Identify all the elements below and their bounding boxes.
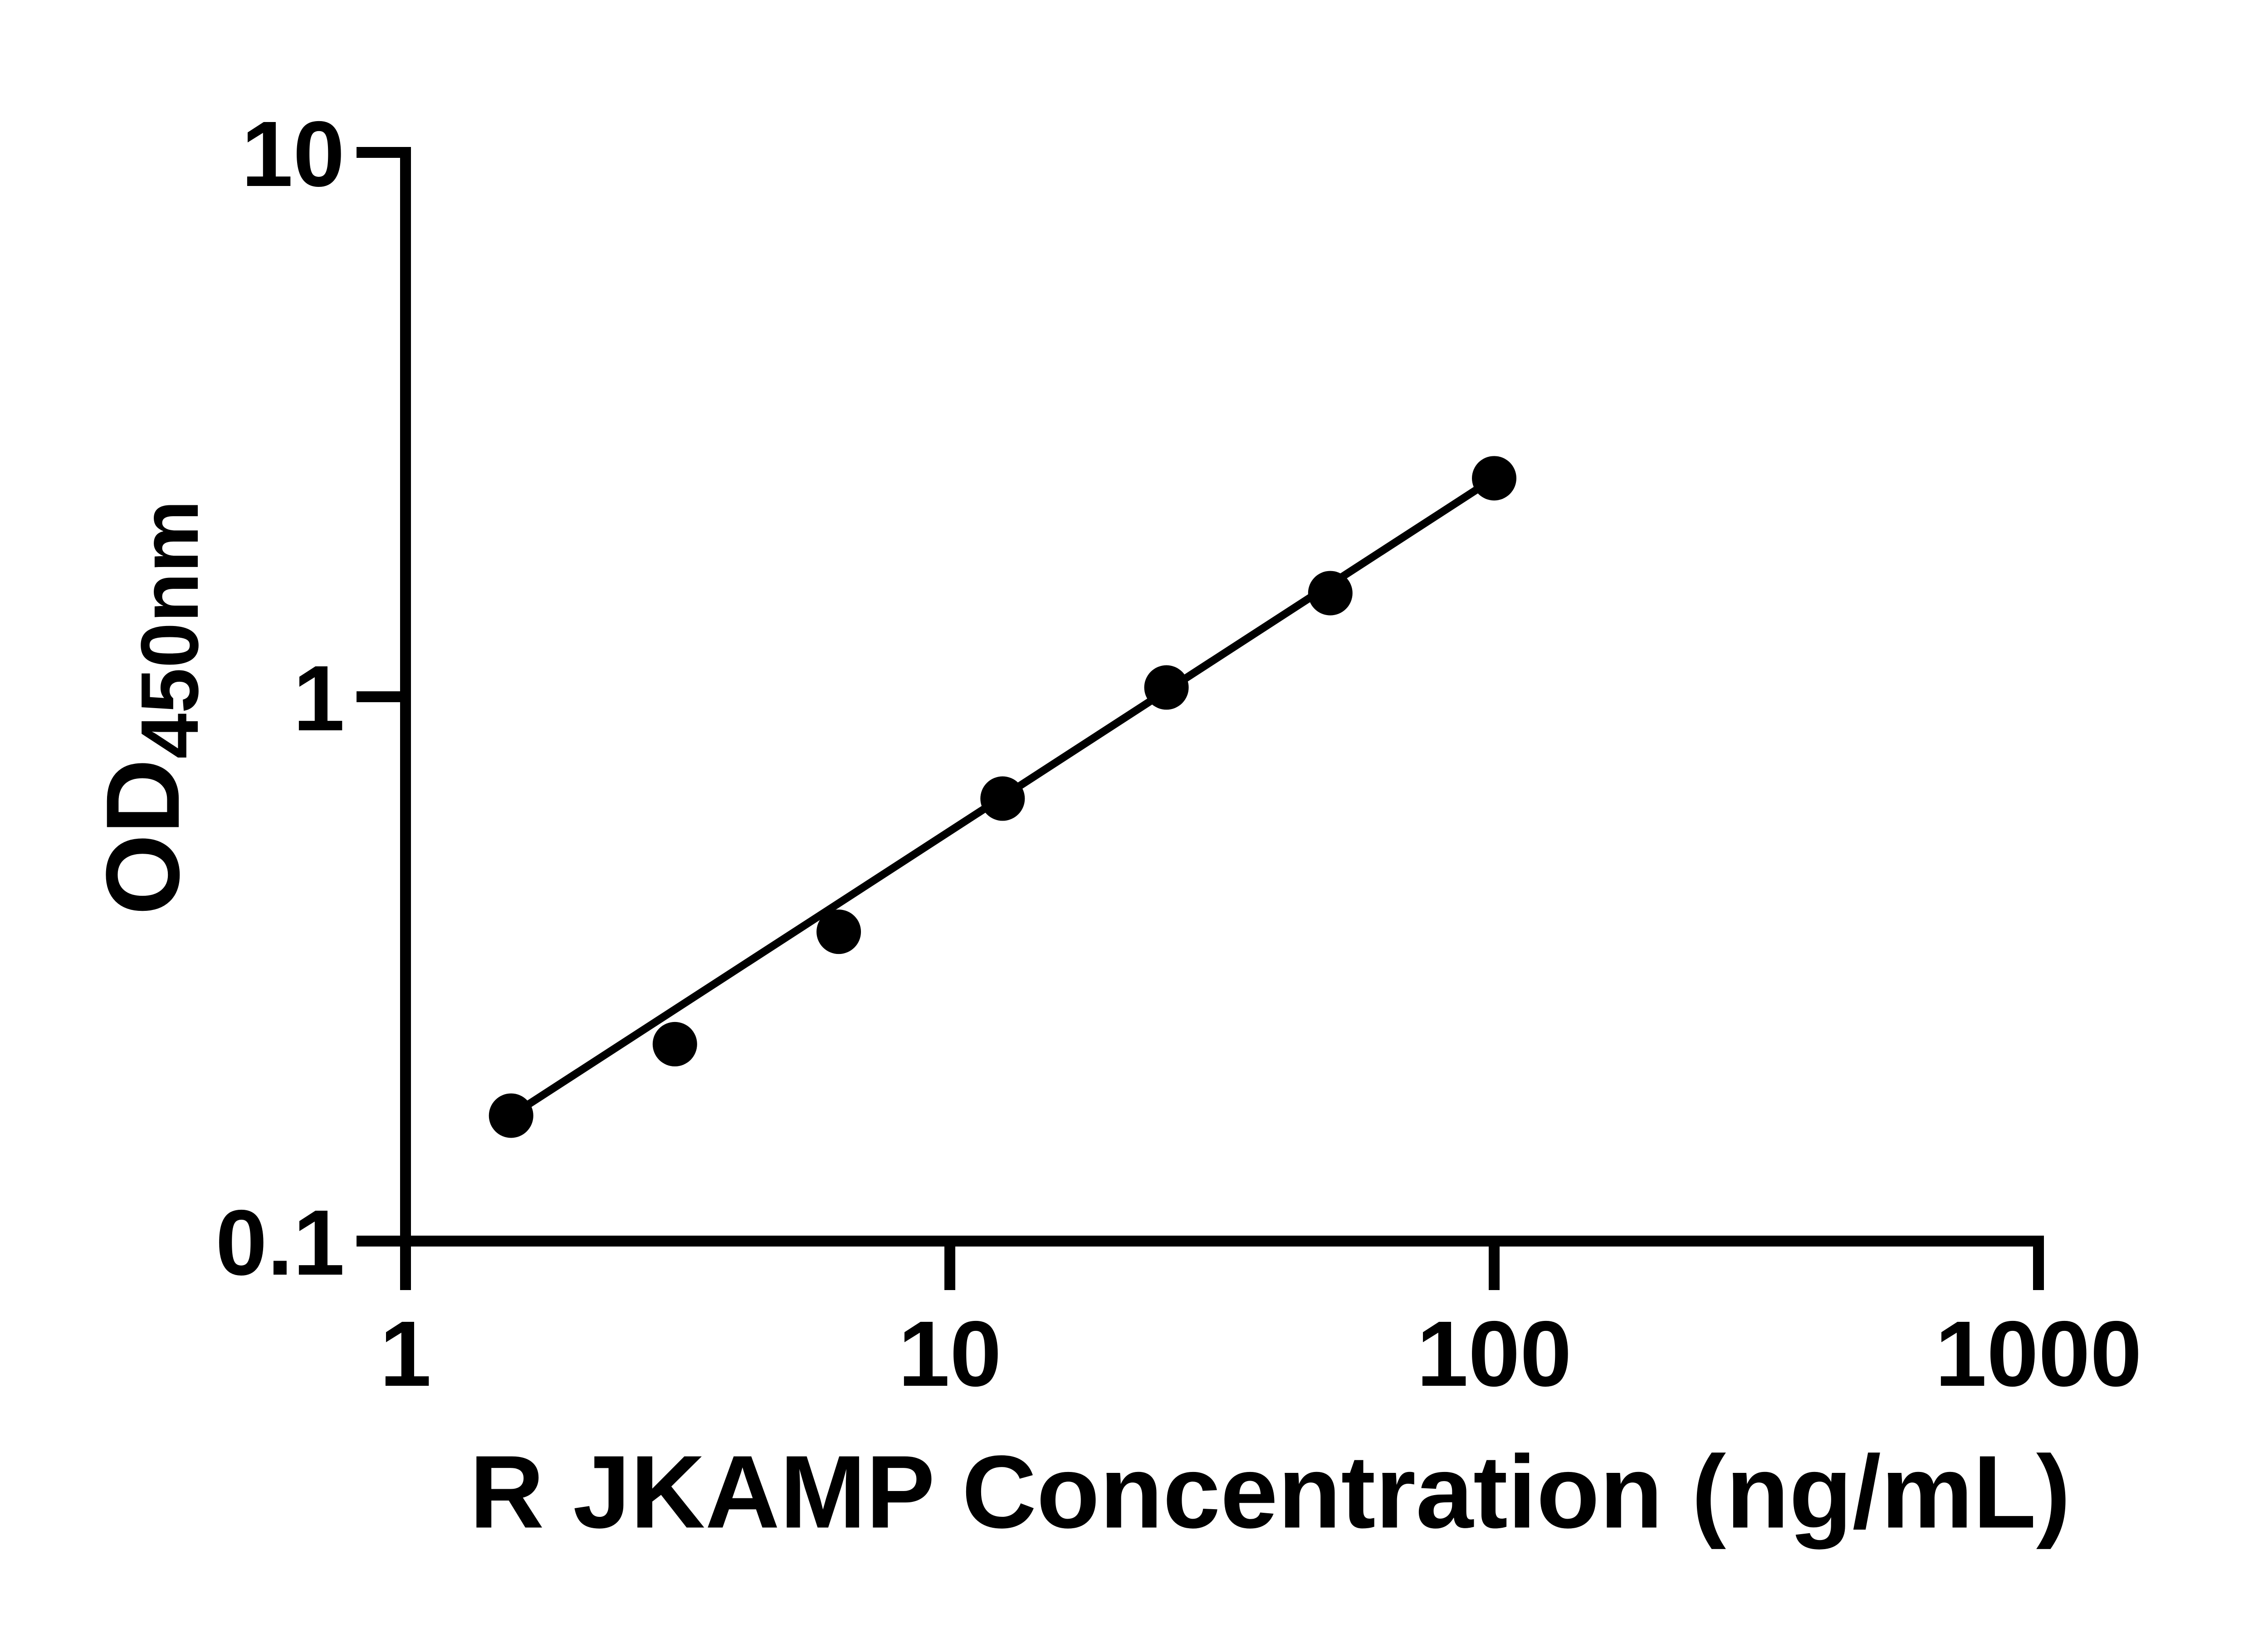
x-axis-title: R JKAMP Concentration (ng/mL)	[469, 1434, 2071, 1550]
x-tick-label: 1000	[1935, 1302, 2142, 1406]
data-point	[816, 909, 861, 954]
x-tick-label: 100	[1417, 1302, 1572, 1406]
y-tick-label: 0.1	[215, 1191, 345, 1295]
data-point	[980, 776, 1025, 821]
y-tick-label: 1	[293, 646, 345, 750]
y-tick-label: 10	[241, 102, 345, 206]
data-point	[1308, 571, 1353, 616]
y-axis-title-base: OD	[84, 758, 201, 915]
data-point	[489, 1093, 533, 1138]
x-tick-label: 1	[380, 1302, 431, 1406]
data-point	[652, 1022, 697, 1066]
x-tick-label: 10	[898, 1302, 1002, 1406]
data-point	[1472, 456, 1516, 501]
y-axis-title-subscript: 450nm	[124, 500, 215, 759]
data-point	[1144, 665, 1189, 710]
y-axis-title: OD450nm	[83, 500, 217, 915]
